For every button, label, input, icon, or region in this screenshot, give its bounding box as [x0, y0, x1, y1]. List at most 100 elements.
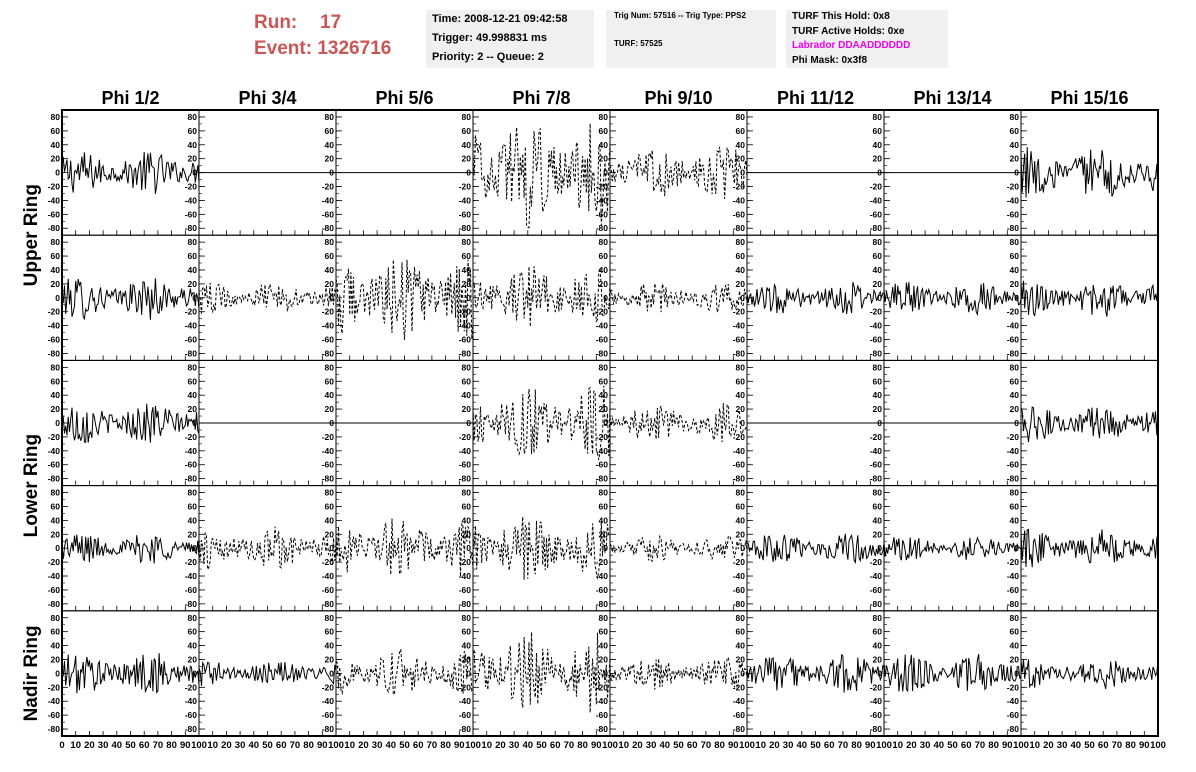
y-tick-label: -80: [48, 348, 61, 358]
y-tick-label: -20: [185, 307, 198, 317]
y-tick-label: 20: [736, 654, 746, 664]
y-tick-label: 60: [1010, 501, 1020, 511]
y-tick-label: -60: [48, 335, 61, 345]
y-tick-label: 80: [599, 237, 609, 247]
y-tick-label: 0: [877, 293, 882, 303]
x-tick-label: 20: [221, 740, 232, 751]
y-tick-label: 20: [873, 279, 883, 289]
y-tick-label: 40: [325, 641, 335, 651]
y-tick-label: -40: [596, 321, 609, 331]
x-tick-label: 20: [632, 740, 643, 751]
y-tick-label: 80: [599, 613, 609, 623]
y-tick-label: 60: [1010, 627, 1020, 637]
y-tick-label: 0: [329, 293, 334, 303]
y-tick-label: -80: [322, 348, 335, 358]
y-tick-label: -20: [1007, 557, 1020, 567]
y-tick-label: -20: [870, 182, 883, 192]
y-tick-label: 20: [873, 654, 883, 664]
y-tick-label: 40: [188, 641, 198, 651]
y-tick-label: -40: [870, 696, 883, 706]
x-tick-label: 100: [602, 740, 618, 751]
y-tick-label: 80: [1010, 488, 1020, 498]
y-tick-label: 80: [325, 362, 335, 372]
y-tick-label: 60: [599, 126, 609, 136]
y-tick-label: -80: [733, 474, 746, 484]
y-tick-label: -20: [733, 432, 746, 442]
y-tick-label: -20: [733, 682, 746, 692]
waveform-line: [472, 632, 611, 713]
waveform-line: [883, 653, 1022, 693]
y-tick-label: -60: [733, 209, 746, 219]
x-tick-label: 10: [207, 740, 218, 751]
y-tick-label: -20: [870, 307, 883, 317]
y-tick-label: -80: [1007, 348, 1020, 358]
waveform-line: [1020, 147, 1159, 198]
y-tick-label: 20: [599, 404, 609, 414]
y-tick-label: -20: [596, 557, 609, 567]
y-tick-label: -80: [185, 599, 198, 609]
waveform-line: [335, 649, 474, 696]
y-tick-label: 40: [462, 390, 472, 400]
y-tick-label: -40: [870, 446, 883, 456]
x-tick-label: 40: [386, 740, 397, 751]
panel-frame: [61, 234, 200, 361]
x-tick-label: 70: [564, 740, 575, 751]
x-tick-label: 20: [769, 740, 780, 751]
x-tick-label: 40: [797, 740, 808, 751]
x-tick-label: 50: [947, 740, 958, 751]
y-tick-label: 20: [1010, 154, 1020, 164]
y-tick-label: 60: [736, 501, 746, 511]
y-tick-label: -20: [1007, 682, 1020, 692]
y-tick-label: -60: [870, 460, 883, 470]
y-tick-label: -40: [322, 571, 335, 581]
y-tick-label: 40: [873, 641, 883, 651]
y-tick-label: 60: [599, 501, 609, 511]
waveform-line: [472, 385, 611, 460]
y-tick-label: 0: [877, 418, 882, 428]
y-tick-label: 40: [1010, 390, 1020, 400]
y-tick-label: 80: [51, 613, 61, 623]
y-tick-label: -40: [733, 446, 746, 456]
y-tick-label: 40: [325, 265, 335, 275]
x-tick-label: 60: [1098, 740, 1109, 751]
y-tick-label: -60: [185, 335, 198, 345]
y-tick-label: -20: [459, 307, 472, 317]
x-tick-label: 20: [84, 740, 95, 751]
run-label: Run:: [254, 12, 298, 33]
y-tick-label: 80: [462, 488, 472, 498]
y-tick-label: 80: [325, 488, 335, 498]
y-tick-label: -80: [870, 348, 883, 358]
y-tick-label: 60: [599, 627, 609, 637]
y-tick-label: 40: [51, 265, 61, 275]
x-tick-label: 100: [1150, 740, 1166, 751]
x-tick-label: 70: [290, 740, 301, 751]
y-tick-label: 60: [51, 251, 61, 261]
column-header: Phi 5/6: [375, 88, 433, 108]
y-tick-label: -80: [596, 474, 609, 484]
y-tick-label: 60: [462, 501, 472, 511]
y-tick-label: 0: [603, 168, 608, 178]
y-tick-label: 40: [462, 265, 472, 275]
y-tick-label: -80: [596, 348, 609, 358]
y-tick-label: 20: [325, 529, 335, 539]
x-tick-label: 90: [454, 740, 465, 751]
column-header: Phi 9/10: [644, 88, 712, 108]
y-tick-label: 80: [599, 362, 609, 372]
y-tick-label: 80: [188, 112, 198, 122]
y-tick-label: 80: [736, 613, 746, 623]
ring-label: Lower Ring: [21, 434, 42, 537]
y-tick-label: 0: [603, 418, 608, 428]
y-tick-label: 0: [466, 543, 471, 553]
y-tick-label: -40: [185, 321, 198, 331]
y-tick-label: 20: [599, 529, 609, 539]
y-tick-label: -20: [459, 682, 472, 692]
panel-frame: [609, 234, 748, 361]
y-tick-label: -60: [1007, 710, 1020, 720]
y-tick-label: 20: [736, 529, 746, 539]
x-tick-label: 100: [739, 740, 755, 751]
y-tick-label: -40: [733, 571, 746, 581]
y-tick-label: 40: [736, 390, 746, 400]
y-tick-label: 40: [325, 515, 335, 525]
y-tick-label: 20: [188, 529, 198, 539]
x-tick-label: 80: [851, 740, 862, 751]
